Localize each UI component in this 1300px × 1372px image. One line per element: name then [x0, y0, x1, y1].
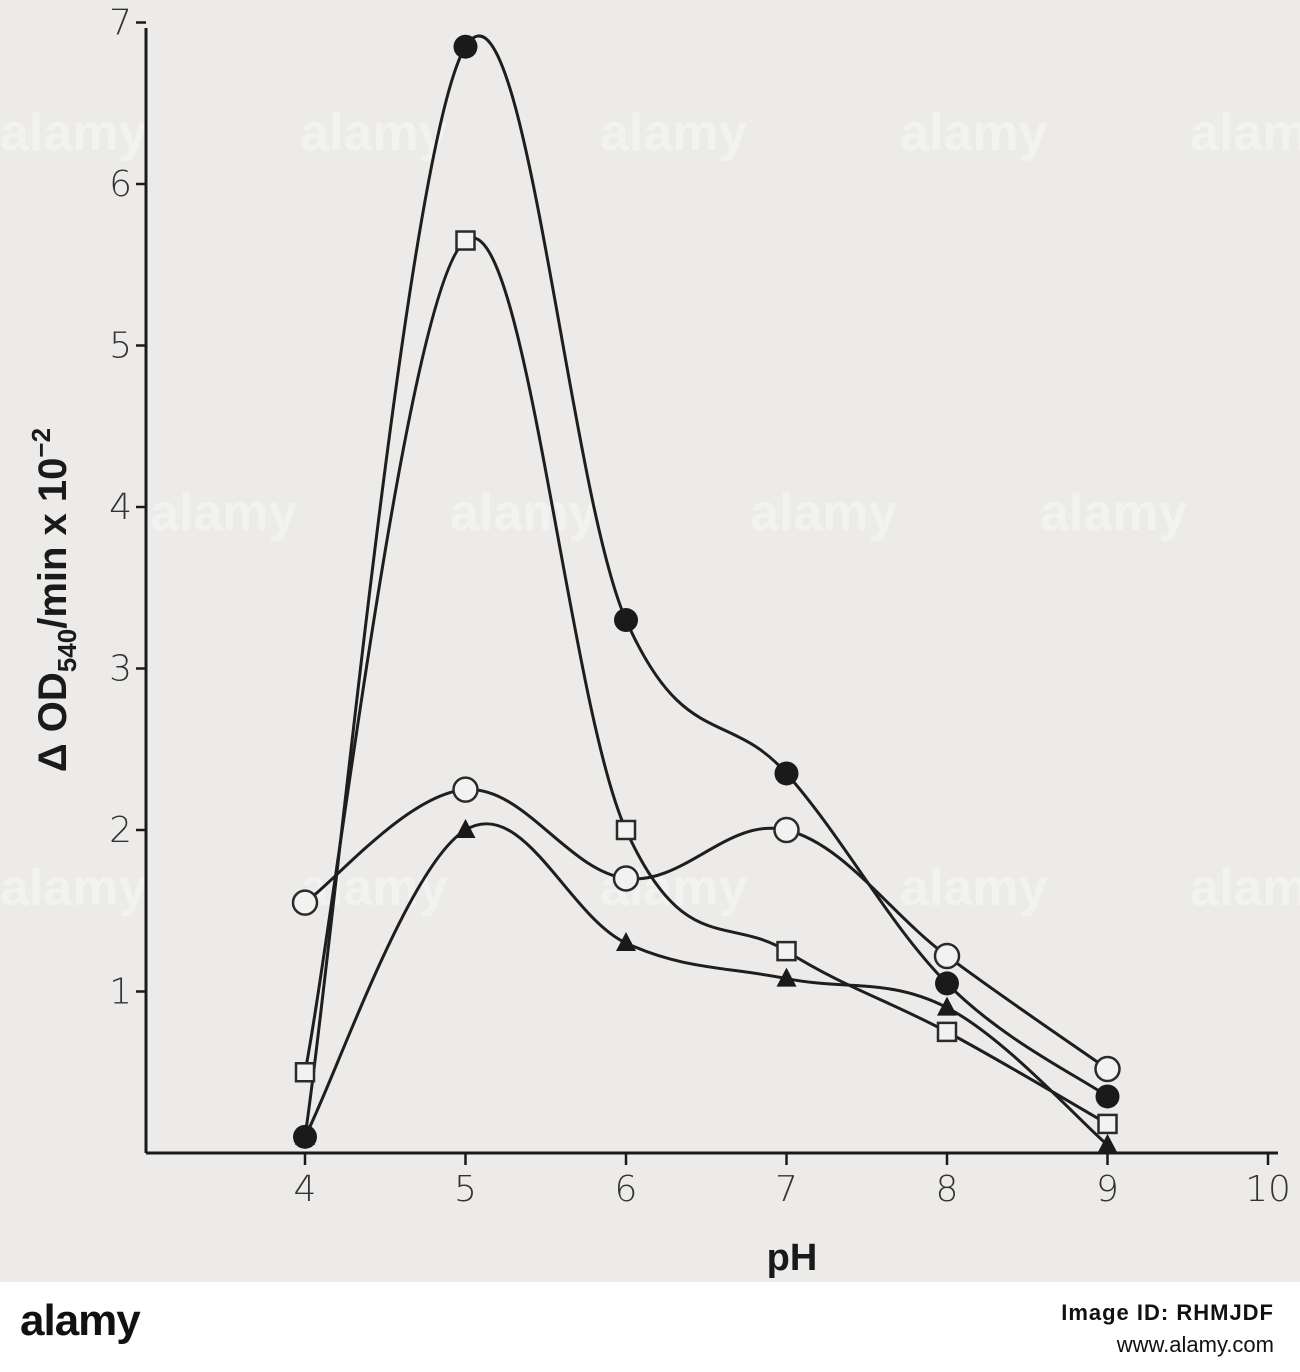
x-tick-label: 6 [615, 1169, 638, 1210]
watermark-text: alamy [750, 484, 898, 542]
watermark-text: alamy [900, 859, 1048, 917]
y-tick-label: 4 [109, 487, 132, 528]
x-tick-label: 8 [936, 1169, 959, 1210]
chart-area: alamy alamy alamy alamy alamy alamy alamy alamy… [0, 2, 1300, 1279]
y-axis-title-exponent: −2 [26, 428, 56, 458]
series-line-open-square [303, 236, 1109, 1126]
watermark-text: alamy [300, 104, 448, 162]
y-tick-label: 1 [109, 972, 132, 1013]
x-tick-label: 5 [454, 1169, 477, 1210]
stock-url: www.alamy.com [1116, 1332, 1274, 1357]
data-point-filled-triangle [937, 996, 957, 1016]
watermark-text: alamy [450, 484, 598, 542]
data-point-filled-triangle [776, 967, 797, 987]
y-tick-label: 7 [109, 3, 132, 44]
y-axis-title: Δ OD540/min x 10−2 [26, 428, 82, 772]
data-point-filled-triangle [455, 819, 476, 838]
y-axis-title-suffix: /min x 10 [31, 458, 75, 629]
data-point-filled-circle [453, 34, 478, 59]
watermark-text: alamy [0, 104, 148, 162]
line-chart: alamy alamy alamy alamy alamy alamy alamy alamy… [0, 2, 1300, 1279]
y-tick-label: 6 [109, 164, 132, 205]
data-point-filled-triangle [616, 932, 636, 952]
data-point-filled-circle [1095, 1084, 1120, 1109]
y-axis-title-subscript: 540 [52, 629, 82, 672]
stock-footer-bar: alamy Image ID: RHMJDF www.alamy.com [0, 1282, 1300, 1372]
data-point-filled-circle [614, 608, 638, 633]
data-point-open-square [294, 1062, 316, 1083]
image-id-label: Image ID: RHMJDF [1061, 1300, 1274, 1325]
data-point-open-circle [452, 776, 479, 803]
data-point-filled-circle [774, 761, 799, 786]
data-point-open-square [1097, 1113, 1118, 1135]
series-markers [291, 34, 1121, 1153]
watermark-text: alamy [900, 104, 1048, 162]
y-tick-label: 2 [109, 810, 132, 851]
x-tick-label: 10 [1245, 1169, 1291, 1210]
tick-labels: 4 5 6 7 8 9 10 1 2 3 4 5 6 7 [109, 3, 1291, 1211]
data-point-filled-triangle [1097, 1133, 1118, 1153]
x-tick-label: 7 [775, 1169, 798, 1210]
data-point-open-circle [1094, 1055, 1121, 1083]
series-lines [303, 34, 1109, 1147]
y-tick-label: 5 [109, 326, 132, 367]
watermark-text: alamy [300, 859, 448, 917]
watermark-text: alamy [600, 104, 748, 162]
series-line-open-circle [304, 788, 1109, 1071]
y-tick-label: 3 [109, 649, 132, 690]
data-point-open-square [455, 230, 476, 251]
watermark-text: alamy [150, 484, 298, 542]
data-point-open-square [615, 819, 637, 841]
data-point-open-square [936, 1021, 958, 1043]
data-point-open-circle [773, 816, 800, 844]
x-tick-label: 9 [1096, 1169, 1119, 1210]
stock-logo: alamy [20, 1296, 141, 1345]
watermark-text: alamy [0, 859, 148, 917]
series-line-filled-triangle [303, 822, 1109, 1147]
data-point-filled-triangle [295, 1125, 315, 1145]
data-point-open-circle [291, 889, 319, 916]
data-point-filled-circle [935, 971, 959, 996]
watermark-layer: alamy alamy alamy alamy alamy alamy alamy alamy… [0, 104, 1300, 917]
watermark-text: alamy [1190, 859, 1300, 917]
watermark-text: alamy [1190, 104, 1300, 162]
watermark-text: alamy [1040, 484, 1188, 542]
data-point-open-circle [612, 865, 640, 892]
data-point-open-square [776, 940, 797, 962]
data-point-open-circle [933, 942, 961, 970]
axes [136, 21, 1278, 1165]
x-axis-title: pH [767, 1237, 818, 1279]
series-line-filled-circle [303, 34, 1109, 1138]
stock-info: Image ID: RHMJDF www.alamy.com [1061, 1300, 1274, 1358]
y-axis-title-main: Δ OD [31, 672, 75, 772]
x-tick-label: 4 [294, 1169, 317, 1210]
